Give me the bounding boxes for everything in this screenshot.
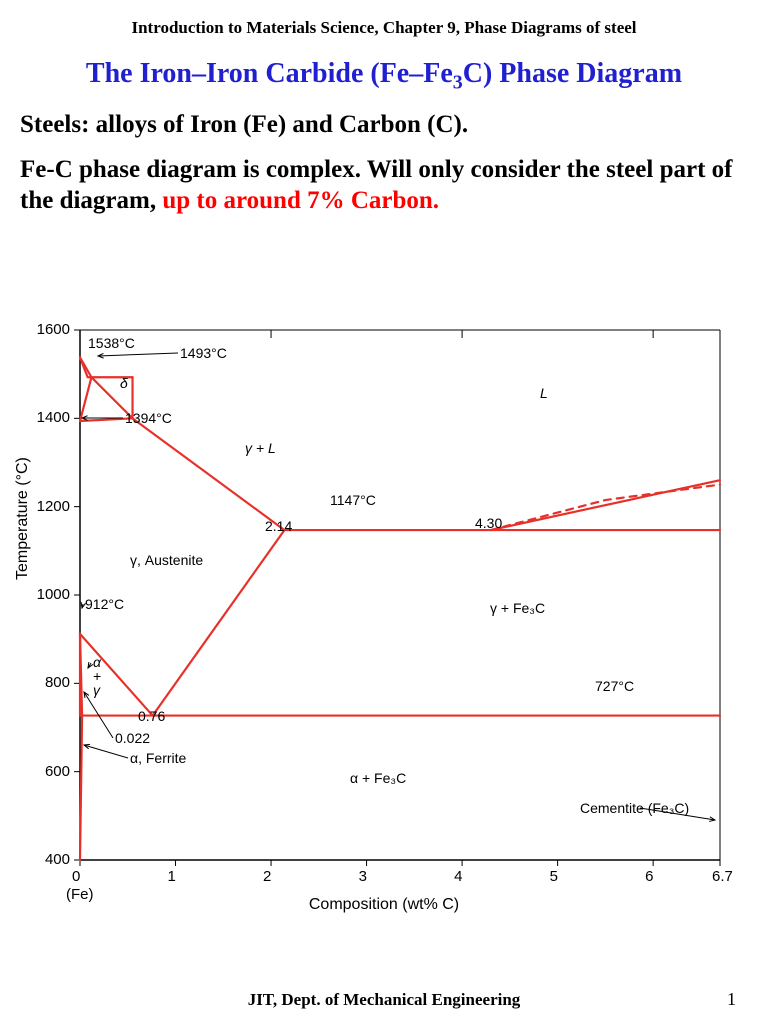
chart-annotation: α+γ [93, 655, 101, 697]
x-tick-label: 1 [168, 868, 176, 885]
y-tick-label: 800 [45, 674, 70, 691]
chart-annotation: γ + L [245, 440, 276, 456]
x-tick-label: 0 [72, 868, 80, 885]
y-tick-label: 600 [45, 763, 70, 780]
chart-annotation: L [540, 385, 548, 401]
chart-annotation: γ, Austenite [130, 552, 203, 568]
title-post: C) Phase Diagram [463, 58, 682, 89]
title-pre: The Iron–Iron Carbide (Fe–Fe [86, 58, 453, 89]
chart-annotation: 4.30 [475, 515, 502, 531]
page-footer: JIT, Dept. of Mechanical Engineering [0, 990, 768, 1010]
chart-annotation: 912°C [85, 596, 124, 612]
body-line-2b: up to around 7% Carbon. [162, 187, 439, 214]
x-tick-label: 6.7 [712, 868, 733, 885]
y-tick-label: 1000 [37, 586, 70, 603]
chart-annotation: Cementite (Fe₃C) [580, 800, 689, 816]
y-tick-label: 400 [45, 851, 70, 868]
chart-annotation: 0.022 [115, 730, 150, 746]
chart-annotation: δ [120, 375, 128, 391]
x-tick-label: 5 [550, 868, 558, 885]
chart-annotation: 1147°C [330, 492, 376, 508]
chart-annotation: 1538°C [88, 335, 135, 351]
chart-annotation: α + Fe₃C [350, 770, 406, 786]
y-tick-label: 1400 [37, 409, 70, 426]
chart-annotation: 2.14 [265, 518, 292, 534]
title-sub: 3 [453, 72, 463, 94]
x-origin-label: (Fe) [66, 886, 94, 903]
x-tick-label: 3 [359, 868, 367, 885]
x-axis-label: Composition (wt% C) [309, 896, 459, 914]
y-tick-label: 1200 [37, 498, 70, 515]
x-tick-label: 2 [263, 868, 271, 885]
page-header: Introduction to Materials Science, Chapt… [0, 0, 768, 38]
header-part1: Introduction to Materials Science, Chapt… [131, 18, 464, 37]
page-title: The Iron–Iron Carbide (Fe–Fe3C) Phase Di… [0, 58, 768, 95]
chart-annotation: 0.76 [138, 708, 165, 724]
body-line-2: Fe-C phase diagram is complex. Will only… [20, 154, 748, 217]
y-tick-label: 1600 [37, 321, 70, 338]
body-line-1: Steels: alloys of Iron (Fe) and Carbon (… [20, 109, 748, 140]
x-tick-label: 6 [645, 868, 653, 885]
chart-svg [20, 300, 748, 920]
chart-annotation: α, Ferrite [130, 750, 186, 766]
chart-annotation: 1493°C [180, 345, 227, 361]
chart-annotation: γ + Fe₃C [490, 600, 545, 616]
page-number: 1 [727, 989, 736, 1010]
header-part2: Phase Diagrams of steel [464, 18, 636, 37]
chart-annotation: 727°C [595, 678, 634, 694]
x-tick-label: 4 [454, 868, 462, 885]
y-axis-label: Temperature (°C) [14, 457, 32, 580]
phase-diagram-chart: Temperature (°C) Composition (wt% C) 400… [20, 300, 748, 920]
chart-annotation: 1394°C [125, 410, 172, 426]
